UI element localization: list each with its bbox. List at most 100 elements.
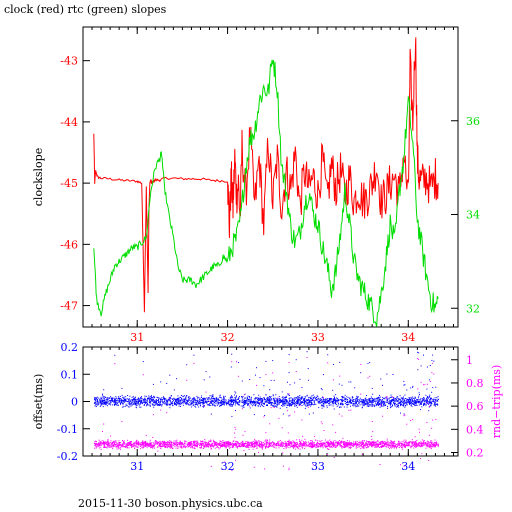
series-offset-point xyxy=(349,400,351,402)
series-rndtrip-point xyxy=(403,439,405,441)
series-offset-point xyxy=(289,405,291,407)
series-rndtrip-point xyxy=(297,448,299,450)
series-offset-point xyxy=(135,401,137,403)
series-rndtrip-point xyxy=(151,444,153,446)
series-rndtrip-point xyxy=(310,440,312,442)
series-offset-outlier xyxy=(269,400,271,402)
series-offset-outlier xyxy=(297,401,299,402)
series-offset-point xyxy=(126,401,128,402)
series-offset-point xyxy=(401,397,403,399)
series-offset-point xyxy=(279,399,281,401)
series-offset-point xyxy=(223,395,225,397)
series-offset-point xyxy=(171,402,173,404)
series-offset-point xyxy=(101,403,103,405)
series-offset-point xyxy=(212,404,214,406)
series-offset-point xyxy=(303,398,305,400)
series-rndtrip-point xyxy=(340,442,342,444)
series-offset-outlier xyxy=(420,365,422,367)
series-rndtrip-point xyxy=(429,445,431,447)
series-offset-point xyxy=(428,401,430,403)
series-offset-point xyxy=(363,400,365,402)
series-offset-point xyxy=(114,402,116,403)
series-rndtrip-point xyxy=(350,443,352,445)
series-offset-point xyxy=(137,397,139,399)
series-offset-point xyxy=(258,403,260,405)
series-offset-point xyxy=(326,402,328,404)
series-offset-point xyxy=(281,401,283,403)
series-offset-point xyxy=(266,399,268,401)
series-offset-point xyxy=(349,398,351,400)
series-rndtrip-point xyxy=(356,444,358,446)
series-offset-point xyxy=(128,401,130,403)
series-rndtrip-point xyxy=(425,443,427,445)
series-rndtrip-point xyxy=(396,447,397,449)
series-rndtrip-point xyxy=(259,442,261,444)
series-offset-point xyxy=(380,401,382,403)
series-rndtrip-point xyxy=(259,443,261,445)
series-rndtrip-point xyxy=(264,445,266,447)
series-offset-point xyxy=(307,402,309,404)
series-offset-point xyxy=(385,401,387,403)
series-offset-point xyxy=(112,399,114,401)
series-rndtrip-point xyxy=(281,444,283,446)
series-offset-point xyxy=(299,399,301,401)
series-rndtrip-point xyxy=(95,445,97,447)
series-rndtrip-point xyxy=(305,444,306,446)
series-offset-point xyxy=(276,405,278,407)
series-rndtrip-point xyxy=(224,442,226,444)
series-offset-point xyxy=(309,400,311,402)
series-offset-point xyxy=(180,403,182,405)
series-rndtrip-point xyxy=(374,441,376,443)
series-rndtrip-point xyxy=(137,446,139,448)
series-offset-point xyxy=(311,403,313,405)
series-rndtrip-point xyxy=(386,446,387,448)
series-offset-point xyxy=(326,400,328,402)
series-rndtrip-point xyxy=(193,446,195,448)
series-rndtrip-point xyxy=(190,447,192,449)
series-rndtrip-point xyxy=(309,445,311,447)
series-offset-point xyxy=(332,399,334,401)
series-rndtrip-point xyxy=(160,444,162,446)
series-offset-point xyxy=(182,402,184,404)
series-offset-point xyxy=(323,405,325,407)
series-offset-point xyxy=(417,401,419,403)
series-rndtrip-point xyxy=(415,445,417,447)
series-offset-point xyxy=(434,399,436,401)
series-offset-point xyxy=(318,399,320,401)
series-offset-outlier xyxy=(210,413,212,415)
series-offset-point xyxy=(98,403,100,405)
series-offset-point xyxy=(230,397,232,399)
series-offset-point xyxy=(208,397,210,399)
series-offset-point xyxy=(150,396,152,398)
series-rndtrip-point xyxy=(185,441,187,442)
series-offset-point xyxy=(236,398,238,400)
series-offset-point xyxy=(226,402,228,404)
series-offset-point xyxy=(363,402,365,404)
series-rndtrip-point xyxy=(144,445,146,447)
series-offset-point xyxy=(283,401,285,402)
series-offset-point xyxy=(185,395,187,397)
series-offset-point xyxy=(415,400,417,402)
series-offset-point xyxy=(339,399,341,400)
series-offset-point xyxy=(300,403,302,405)
series-offset-point xyxy=(234,404,236,406)
series-rndtrip-point xyxy=(347,445,349,447)
series-offset-point xyxy=(396,396,398,398)
series-offset-point xyxy=(223,401,225,403)
series-offset-point xyxy=(330,401,332,403)
series-offset-outlier xyxy=(403,384,405,386)
top-y2tick-label-32: 32 xyxy=(466,302,480,315)
series-rndtrip-point xyxy=(398,440,400,442)
series-offset-point xyxy=(99,399,101,401)
series-offset-point xyxy=(241,401,243,403)
series-offset-point xyxy=(274,405,276,407)
series-rndtrip-point xyxy=(311,443,313,445)
series-offset-point xyxy=(237,397,239,399)
series-offset-point xyxy=(134,401,136,403)
series-offset-point xyxy=(126,398,128,400)
series-offset-point xyxy=(334,399,336,401)
series-offset-point xyxy=(96,401,98,403)
series-offset-point xyxy=(301,401,303,403)
series-rndtrip-point xyxy=(357,442,359,444)
series-offset-point xyxy=(186,395,187,397)
